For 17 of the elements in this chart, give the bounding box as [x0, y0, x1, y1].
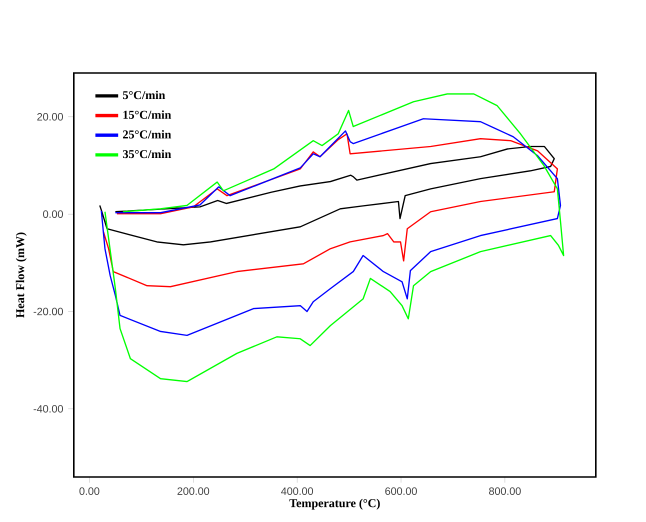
y-tick-label: 0.00 — [43, 210, 63, 218]
x-axis-title: Temperature (°C) — [289, 498, 380, 510]
line-series — [99, 146, 555, 246]
line-series — [100, 118, 562, 336]
legend-label: 35°C/min — [122, 150, 172, 158]
legend-label: 15°C/min — [123, 110, 172, 119]
x-tick-label: 200.00 — [178, 487, 210, 495]
x-tick-label: 400.00 — [281, 487, 314, 495]
legend-label: 5°C/min — [122, 90, 166, 100]
legend-label: 25°C/min — [122, 130, 172, 138]
x-tick-label: 600.00 — [385, 487, 417, 495]
x-tick-label: 0.00 — [79, 487, 100, 495]
y-tick-label: 20.00 — [37, 113, 63, 121]
y-tick-label: -40.00 — [34, 405, 63, 413]
y-tick-label: -20.00 — [34, 308, 63, 316]
x-tick-label: 800.00 — [489, 487, 521, 495]
y-axis-title: Heat Flow (mW) — [16, 232, 27, 318]
